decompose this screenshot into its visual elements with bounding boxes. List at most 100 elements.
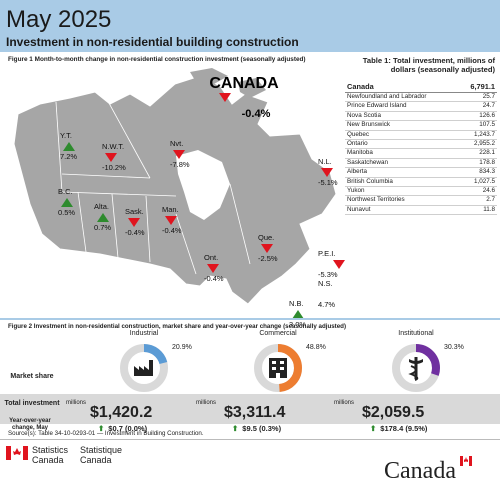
region-name: N.L. [318,157,332,166]
region-name: Y.T. [60,131,72,140]
page-title: May 2025 [6,6,112,33]
total-investment-band [0,394,500,424]
table-cell-value: 2,955.2 [473,140,495,148]
arrow-up-icon [97,213,109,222]
region-name: Sask. [125,207,144,216]
donut-chart [392,344,440,392]
table-cell-value: 126.6 [479,111,495,119]
region-name: Nvt. [170,139,183,148]
canada-wordmark: Canada [384,458,456,484]
table-cell-name: Nunavut [347,205,371,213]
arrow-up-icon: ⬆ [98,424,105,433]
table-cell-name: Manitoba [347,149,373,157]
table-row: Nunavut 11.8 [345,205,497,216]
region-value: -5.1% [318,178,338,187]
hudson-bay [176,150,230,220]
table-rows: Newfoundland and Labrador 25.7 Prince Edwa… [345,93,497,216]
table-cell-name: Canada [347,82,374,91]
map-marker: B.C. 0.5% [58,187,75,217]
table-row: Yukon 24.6 [345,187,497,197]
table-cell-value: 1,027.5 [473,177,495,185]
table-cell-name: Nova Scotia [347,111,381,119]
row-label-yoy-change: Year-over-year change, May [9,418,51,431]
map-island [190,68,228,84]
sector-change: ⬆ $178.4 (9.5%) [370,424,428,433]
region-name: B.C. [58,187,73,196]
map-marker: N.L. -5.1% [318,157,338,187]
table-row: Nova Scotia 126.6 [345,111,497,122]
region-value: 7.2% [60,152,77,161]
region-name: N.S. [318,279,333,288]
table-row: Ontario 2,955.2 [345,140,497,150]
canada-value: -0.4% [242,108,271,120]
region-value: -2.5% [258,254,278,263]
header-banner: May 2025 Investment in non-residential b… [0,0,500,52]
donut-chart [254,344,302,392]
arrow-down-icon [261,244,273,253]
sector-share: 20.9% [172,344,192,351]
sector-name: Industrial [129,330,159,337]
figure2-title: Figure 2 Investment in non-residential c… [8,323,347,330]
table-cell-value: 11.8 [483,205,495,213]
table-row: Manitoba 228.1 [345,149,497,159]
figure1-title: Figure 1 Month-to-month change in non-re… [8,56,306,63]
map-marker: Alta. 0.7% [94,202,111,232]
table-cell-name: Northwest Territories [347,196,405,204]
map-marker: Man. -0.4% [162,205,182,235]
table-title: Table 1: Total investment, millions of d… [362,56,495,74]
region-name: Ont. [204,253,218,262]
table-cell-name: Yukon [347,187,365,195]
region-value: -10.2% [102,163,126,172]
region-value: 0.7% [94,223,111,232]
table-row: British Columbia 1,027.5 [345,177,497,188]
map-marker: N.S. 4.7% [318,279,335,309]
sector-share: 48.8% [306,344,326,351]
table-row: Quebec 1,243.7 [345,131,497,141]
map-marker: Ont. -0.4% [204,253,224,283]
table-row: Saskatchewan 178.8 [345,158,497,169]
region-name: Man. [162,205,179,214]
commercial-icon [269,358,287,378]
sector-institutional: Institutional 30.3% millions $2,059.5 ⬆ $178.… [334,330,486,433]
sector-name: Commercial [259,330,297,337]
map-marker: N.W.T. -10.2% [102,142,126,172]
section-divider [0,318,500,320]
arrow-up-icon [63,142,75,151]
region-value: -5.3% [318,270,338,279]
table-row-total: Canada 6,791.1 [345,82,497,93]
table-cell-value: 834.3 [479,168,495,176]
industrial-icon [134,360,153,376]
arrow-up-icon [292,310,304,319]
table-row: Alberta 834.3 [345,168,497,178]
table-cell-name: Saskatchewan [347,158,388,166]
sector-total: $2,059.5 [362,404,425,421]
units-label: millions [66,400,87,406]
map-island [238,78,266,98]
footer-divider [0,439,500,440]
table-row: Newfoundland and Labrador 25.7 [345,93,497,103]
table-cell-value: 178.8 [479,158,495,166]
map-markers: Y.T. 7.2% N.W.T. -10.2% Nvt. -7.8% B.C. 0.5% Alt… [58,131,345,326]
map-marker: Que. -2.5% [258,233,278,263]
table-cell-value: 2.7 [486,196,495,204]
arrow-up-icon: ⬆ [370,424,377,433]
sector-commercial: Commercial 48.8% millions $3,311.4 ⬆ $9.5 (0.… [196,330,348,433]
region-value: -0.4% [162,226,182,235]
units-label: millions [334,400,355,406]
region-value: 4.7% [318,300,335,309]
region-name: P.E.I. [318,249,335,258]
donut-slice [254,344,302,392]
region-value: 0.5% [58,208,75,217]
sector-change: ⬆ $0.7 (0.0%) [98,424,148,433]
table-cell-name: New Brunswick [347,121,391,129]
table-row: New Brunswick 107.5 [345,121,497,131]
region-name: N.W.T. [102,142,124,151]
arrow-down-icon [105,153,117,162]
agency-name-fr: Statistique Canada [80,445,123,465]
sector-industrial: Industrial 20.9% millions $1,420.2 ⬆ $0.7 (0.… [66,330,214,433]
table-cell-value: 107.5 [479,121,495,129]
arrow-down-icon [321,168,333,177]
sector-change: ⬆ $9.5 (0.3%) [232,424,282,433]
region-value: -7.8% [170,160,190,169]
region-value: -0.4% [125,228,145,237]
